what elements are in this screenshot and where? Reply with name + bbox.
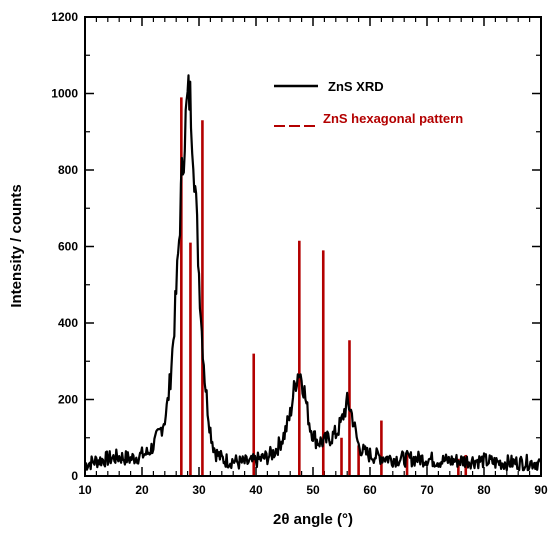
y-tick-label: 1200	[51, 10, 78, 24]
y-tick-label: 800	[58, 163, 78, 177]
y-tick-label: 1000	[51, 87, 78, 101]
x-tick-label: 90	[534, 483, 548, 497]
y-tick-label: 0	[71, 469, 78, 483]
x-tick-label: 40	[249, 483, 263, 497]
x-tick-label: 10	[78, 483, 92, 497]
x-tick-label: 70	[420, 483, 434, 497]
legend-label-xrd: ZnS XRD	[328, 79, 384, 94]
y-tick-label: 600	[58, 240, 78, 254]
zns-xrd-series-line	[84, 74, 543, 472]
x-tick-label: 20	[135, 483, 149, 497]
x-tick-label: 60	[363, 483, 377, 497]
x-tick-label: 80	[477, 483, 491, 497]
x-axis-tick-labels: 10 20 30 40 50 60 70 80 90	[78, 483, 548, 497]
plot-frame	[84, 16, 542, 477]
y-axis-tick-labels: 0 200 400 600 800 1000 1200	[51, 10, 78, 483]
x-axis-label: 2θ angle (°)	[273, 511, 353, 528]
legend: ZnS XRD ZnS hexagonal pattern	[274, 79, 463, 127]
x-tick-label: 50	[306, 483, 320, 497]
legend-label-pattern: ZnS hexagonal pattern	[323, 111, 463, 126]
y-tick-label: 400	[58, 316, 78, 330]
x-tick-label: 30	[192, 483, 206, 497]
y-axis-label: Intensity / counts	[8, 184, 25, 307]
hexagonal-pattern-series	[180, 97, 468, 476]
y-tick-label: 200	[58, 393, 78, 407]
